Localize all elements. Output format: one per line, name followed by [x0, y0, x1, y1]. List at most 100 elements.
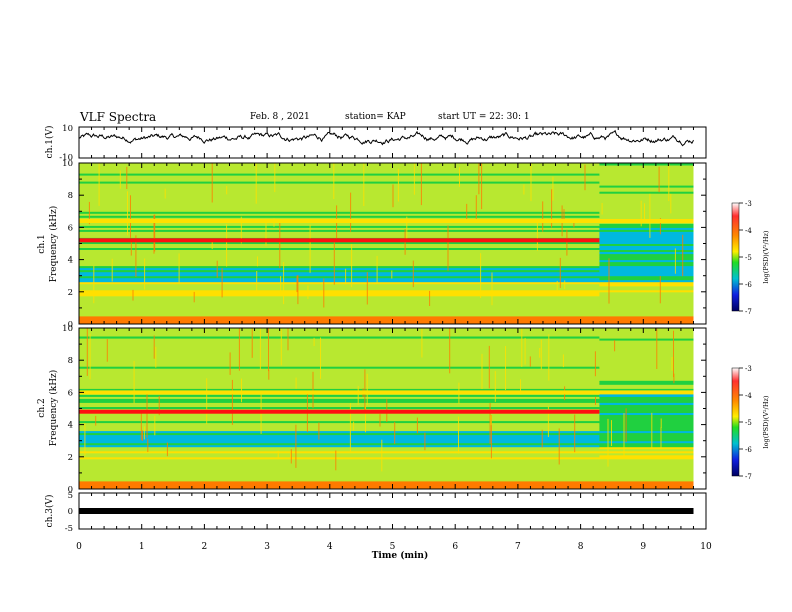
- freq-tick-label: 0: [68, 485, 73, 495]
- spectrogram-cell: [599, 328, 694, 331]
- start-ut-label: start UT = 22: 30: 1: [438, 112, 530, 122]
- sferic-streak: [350, 192, 352, 232]
- spectrogram-cell: [79, 374, 600, 377]
- spectrogram-cell: [599, 189, 694, 192]
- spectrogram-cell: [599, 487, 694, 490]
- emission-band: [79, 238, 600, 243]
- spectrogram-cell: [79, 315, 600, 319]
- spectrogram-cell: [599, 400, 694, 403]
- sferic-streak: [623, 413, 625, 456]
- sferic-streak: [551, 189, 553, 228]
- spectrogram-cell: [599, 185, 694, 188]
- spectrogram-cell: [599, 380, 694, 383]
- emission-band: [79, 219, 694, 223]
- ch3-ylabel: ch.3(V): [44, 495, 55, 528]
- figure-title: VLF Spectra: [80, 110, 157, 124]
- spectrogram-cell: [79, 370, 600, 373]
- spectrogram-cell: [599, 229, 694, 232]
- spectrogram-cell: [599, 454, 694, 458]
- spectrogram-cell: [599, 450, 694, 454]
- spectrogram-cell: [79, 422, 600, 426]
- spectrogram-cell: [599, 285, 694, 289]
- spectrogram-cell: [599, 416, 694, 420]
- spectrogram-cell: [599, 440, 694, 444]
- sferic-streak: [556, 280, 558, 291]
- spectrogram-cell: [599, 332, 694, 335]
- spectrogram-cell: [599, 426, 694, 430]
- spectrogram-cell: [599, 199, 694, 202]
- sferic-streak: [421, 328, 423, 358]
- time-axis: 0 1 2 3 4 5 6 7 8 9 10: [76, 127, 712, 552]
- spectrogram-cell: [599, 320, 694, 323]
- time-tick-label: 2: [202, 542, 208, 552]
- spectrogram-cell: [599, 295, 694, 299]
- spectrogram-cell: [599, 267, 694, 271]
- spectrogram-cell: [79, 372, 600, 375]
- spectrogram-cell: [79, 215, 600, 218]
- sferic-streak: [481, 353, 483, 389]
- spectrogram-cell: [599, 313, 694, 317]
- no-data-area: [693, 163, 706, 324]
- sferic-streak: [283, 262, 285, 305]
- spectrogram-cell: [599, 297, 694, 301]
- spectrogram-cell: [599, 211, 694, 214]
- spectrogram-cell: [599, 209, 694, 212]
- ch3-waveform-trace: [79, 508, 694, 514]
- sferic-streak: [540, 339, 542, 370]
- spectrogram-cell: [79, 267, 600, 271]
- spectrogram-cell: [79, 485, 600, 488]
- spectrogram-cell: [79, 303, 600, 307]
- sferic-streak: [566, 229, 568, 256]
- spectrogram-cell: [79, 209, 600, 212]
- freq-tick-label: 8: [68, 191, 73, 201]
- sferic-streak: [89, 333, 91, 380]
- sferic-streak: [211, 163, 213, 203]
- spectrogram-cell: [79, 235, 600, 238]
- spectrogram-cell: [599, 483, 694, 486]
- spectrogram-cell: [599, 330, 694, 333]
- spectrogram-cell: [79, 474, 600, 478]
- sferic-streak: [420, 163, 422, 206]
- sferic-streak: [406, 216, 408, 241]
- sferic-streak: [268, 328, 269, 372]
- sferic-streak: [135, 235, 137, 277]
- spectrogram-cell: [599, 203, 694, 206]
- spectrogram-cell: [79, 487, 600, 490]
- spectrogram-cell: [599, 485, 694, 488]
- spectrogram-cell: [79, 229, 600, 232]
- spectrogram-cell: [599, 263, 694, 267]
- sferic-streak: [475, 195, 477, 222]
- spectrogram-cell: [599, 354, 694, 357]
- sferic-streak: [529, 356, 531, 367]
- spectrogram-cell: [79, 169, 600, 172]
- sferic-streak: [376, 255, 378, 284]
- spectrogram-cell: [79, 293, 600, 297]
- spectrogram-cell: [599, 374, 694, 377]
- colorbar-tick-label: -6: [745, 281, 752, 289]
- sferic-streak: [552, 176, 554, 201]
- ch1-colorbar: -3 -4 -5 -6 -7 log(PSD)(V²/Hz): [731, 200, 770, 316]
- spectrogram-cell: [599, 205, 694, 208]
- ch1-spectrogram-image: [79, 163, 706, 325]
- spectrogram-cell: [79, 344, 600, 347]
- sferic-streak: [449, 328, 451, 374]
- sferic-streak: [153, 335, 155, 359]
- spectrogram-cell: [599, 340, 694, 343]
- spectrogram-cell: [599, 299, 694, 303]
- spectrogram-cell: [79, 426, 600, 430]
- spectrogram-cell: [79, 336, 600, 339]
- spectrogram-cell: [79, 291, 600, 295]
- spectrogram-cell: [599, 259, 694, 263]
- spectrogram-cell: [599, 414, 694, 417]
- spectrogram-cell: [599, 225, 694, 228]
- spectrogram-cell: [79, 185, 600, 188]
- sferic-streak: [530, 163, 532, 202]
- freq-tick-label: 6: [68, 388, 73, 398]
- spectrogram-cell: [599, 366, 694, 369]
- spectrogram-cell: [599, 436, 694, 440]
- ch1-colorbar-label: log(PSD)(V²/Hz): [762, 230, 770, 283]
- sferic-streak: [333, 163, 335, 199]
- sferic-streak: [558, 428, 560, 465]
- sferic-streak: [644, 203, 645, 222]
- spectrogram-cell: [599, 350, 694, 353]
